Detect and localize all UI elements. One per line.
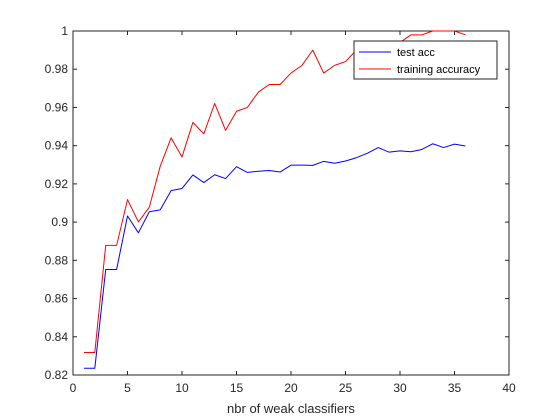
- x-tick-label: 5: [124, 381, 131, 395]
- x-tick-label: 30: [393, 381, 407, 395]
- y-axis: 0.82 0.84 0.86 0.88 0.9 0.92 0.94 0.96 0.98 1: [45, 24, 509, 382]
- x-tick-label: 15: [230, 381, 244, 395]
- legend-box: [353, 40, 498, 80]
- x-tick-label: 20: [284, 381, 298, 395]
- y-tick-label: 0.96: [45, 100, 69, 114]
- y-tick-label: 0.98: [45, 62, 69, 76]
- y-tick-label: 0.9: [51, 215, 68, 229]
- y-tick-label: 0.86: [45, 292, 69, 306]
- plot-area: [72, 30, 510, 376]
- y-tick-label: 1: [61, 24, 68, 38]
- x-axis: 0 5 10 15 20 25 30 35 40: [70, 31, 516, 395]
- x-tick-label: 25: [339, 381, 353, 395]
- axes-frame: [72, 30, 510, 376]
- y-tick-label: 0.84: [45, 330, 69, 344]
- legend-label: training accuracy: [397, 64, 481, 76]
- y-tick-label: 0.94: [45, 139, 69, 153]
- y-tick-label: 0.88: [45, 253, 69, 267]
- legend-label: test acc: [397, 47, 435, 59]
- x-tick-label: 10: [175, 381, 189, 395]
- x-tick-label: 35: [448, 381, 462, 395]
- series-line-test-acc: [83, 143, 466, 369]
- y-tick-label: 0.92: [45, 177, 69, 191]
- x-tick-label: 40: [502, 381, 516, 395]
- legend: test acc training accuracy: [353, 40, 498, 80]
- x-tick-label: 0: [70, 381, 77, 395]
- x-axis-title: nbr of weak classifiers: [227, 401, 355, 416]
- y-tick-label: 0.82: [45, 368, 69, 382]
